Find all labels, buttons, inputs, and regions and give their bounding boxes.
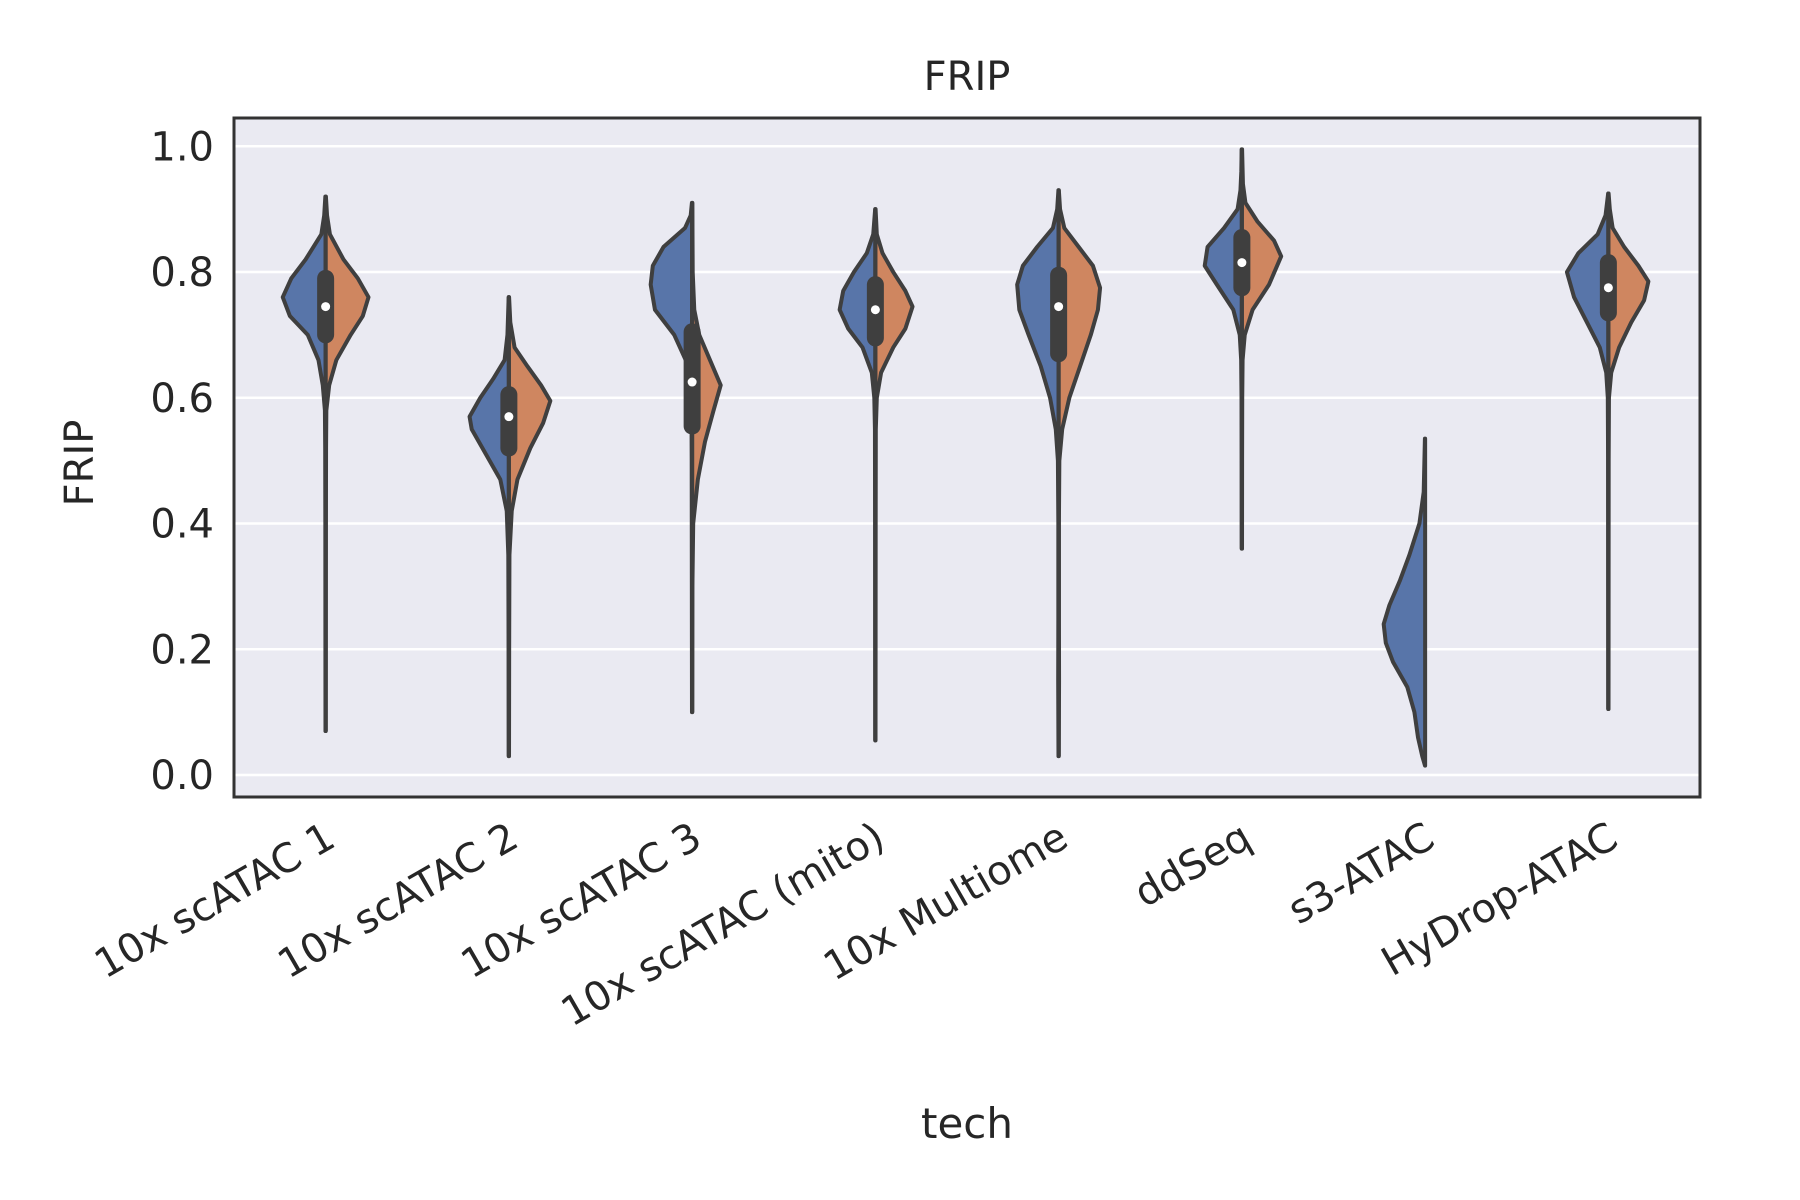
plot-frame — [232, 116, 1702, 799]
violin — [648, 200, 723, 715]
violin — [837, 207, 915, 743]
violin — [1015, 188, 1103, 759]
y-tick-label: 0.8 — [150, 250, 214, 296]
x-tick-label: 10x scATAC (mito) — [554, 814, 893, 1036]
violin-median — [687, 377, 697, 387]
violin-median — [1054, 302, 1064, 312]
violin — [1202, 147, 1284, 551]
violin-median — [321, 302, 331, 312]
violin-median — [870, 305, 880, 315]
violins — [280, 147, 1651, 768]
y-tick-label: 0.4 — [150, 502, 214, 548]
x-tick-label: s3-ATAC — [1281, 814, 1443, 934]
y-axis-label: FRIP — [57, 420, 103, 507]
violin-left-half — [1381, 436, 1428, 768]
y-tick-label: 0.6 — [150, 376, 214, 422]
x-tick-label: ddSeq — [1127, 814, 1259, 917]
y-tick-label: 1.0 — [150, 124, 214, 170]
violin — [1564, 191, 1651, 711]
violin-median — [1603, 283, 1613, 293]
violin — [467, 295, 553, 759]
y-tick-label: 0.2 — [150, 627, 214, 673]
violin-median — [1237, 258, 1247, 268]
violin — [280, 194, 371, 733]
x-axis-label: tech — [921, 1099, 1013, 1148]
chart-title: FRIP — [924, 54, 1011, 100]
y-ticks: 0.0 0.2 0.4 0.6 0.8 1.0 — [150, 124, 214, 799]
violin — [1381, 436, 1428, 768]
violin-median — [504, 412, 514, 422]
y-tick-label: 0.0 — [150, 753, 214, 799]
plot-panel — [234, 118, 1700, 797]
